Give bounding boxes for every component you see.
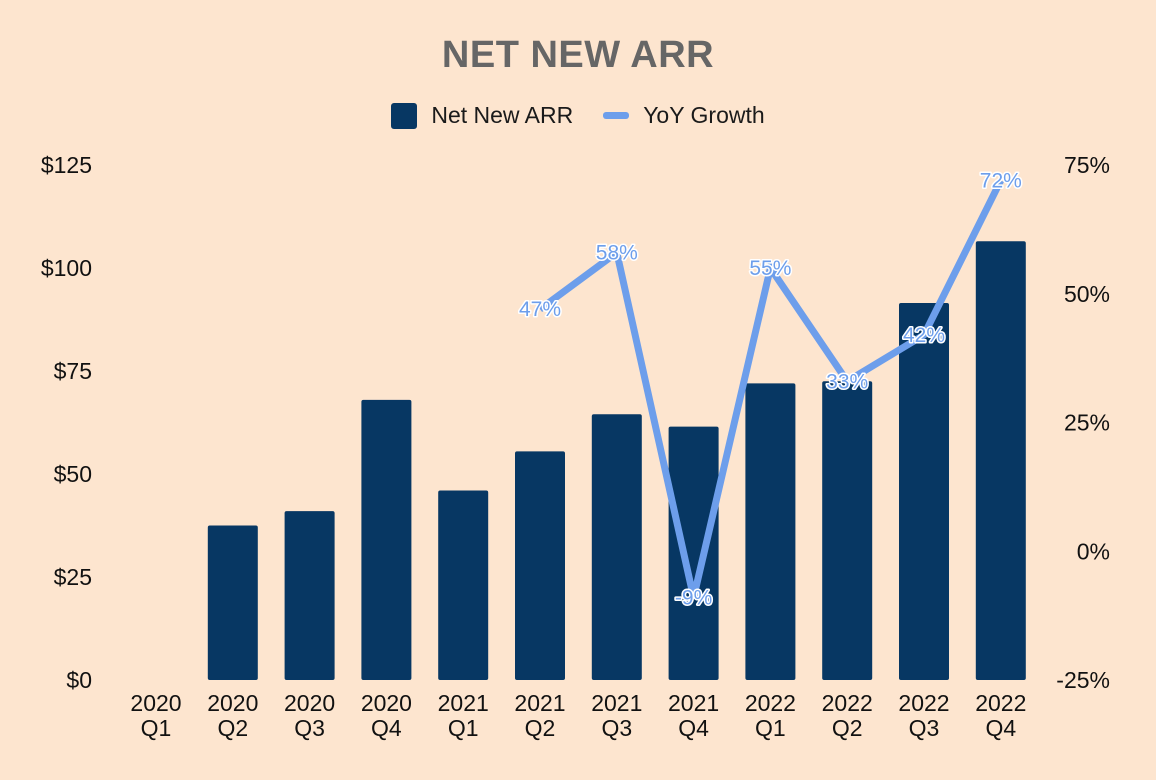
bar-2021-q3 [591, 414, 642, 680]
x-tick-label: 2020 Q2 [207, 690, 258, 741]
x-tick-label: 2021 Q1 [438, 690, 489, 741]
right-axis: -25% 0% 25% 50% 75% [1056, 152, 1110, 693]
x-tick-label: 2020 Q1 [130, 690, 181, 741]
legend-label-net-new-arr: Net New ARR [431, 102, 574, 128]
bar-2020-q2 [207, 525, 258, 680]
legend-swatch-yoy-growth [603, 112, 630, 119]
growth-label-2021-q4: -9% [675, 587, 712, 610]
left-tick-label: $50 [54, 461, 92, 487]
legend-item-yoy-growth: YoY Growth [603, 102, 765, 129]
chart-title: NET NEW ARR [441, 34, 715, 76]
x-axis: 2020 Q1 2020 Q2 2020 Q3 2020 Q4 2021 Q1 2021 Q2 2021… [130, 690, 1026, 741]
x-tick-label: 2022 Q2 [822, 690, 873, 741]
bar-2022-q4 [975, 241, 1026, 680]
legend-swatch-net-new-arr [391, 102, 418, 129]
growth-label-2022-q4: 72% [980, 169, 1022, 192]
growth-label-2022-q2: 33% [826, 370, 868, 393]
bar-2021-q4 [668, 426, 719, 680]
right-tick-label: 0% [1077, 538, 1110, 564]
bars-layer [207, 241, 1026, 680]
chart-legend: Net New ARR YoY Growth [0, 102, 1156, 129]
x-tick-label: 2021 Q3 [591, 690, 642, 741]
bar-2020-q4 [361, 399, 412, 680]
x-tick-label: 2022 Q4 [975, 690, 1026, 741]
right-tick-label: 25% [1064, 410, 1110, 436]
growth-label-2022-q1: 55% [749, 257, 791, 280]
growth-label-2022-q3: 42% [903, 324, 945, 347]
bar-2022-q1 [745, 383, 796, 680]
left-tick-label: $25 [54, 564, 92, 590]
left-axis: $0 $25 $50 $75 $100 $125 [41, 152, 92, 693]
bar-2021-q1 [438, 490, 489, 680]
growth-label-2021-q3: 58% [596, 242, 638, 265]
x-tick-label: 2022 Q1 [745, 690, 796, 741]
x-tick-label: 2022 Q3 [898, 690, 949, 741]
bar-2022-q3 [899, 303, 949, 680]
right-tick-label: 75% [1064, 152, 1110, 178]
left-tick-label: $125 [41, 152, 92, 178]
legend-item-net-new-arr: Net New ARR [391, 102, 573, 129]
x-tick-label: 2020 Q4 [361, 690, 412, 741]
bar-2020-q3 [284, 511, 335, 680]
bar-2021-q2 [515, 451, 565, 680]
legend-label-yoy-growth: YoY Growth [643, 102, 765, 128]
left-tick-label: $75 [54, 358, 92, 384]
bar-2022-q2 [822, 381, 873, 680]
right-tick-label: 50% [1064, 281, 1110, 307]
right-tick-label: -25% [1056, 667, 1110, 693]
growth-line-layer: 47% 58% -9% 55% 33% 42% 72% [517, 168, 1023, 611]
left-tick-label: $100 [41, 255, 92, 281]
x-tick-label: 2020 Q3 [284, 690, 335, 741]
growth-label-2021-q2: 47% [519, 298, 561, 321]
left-tick-label: $0 [66, 667, 92, 693]
growth-line [537, 178, 1004, 599]
x-tick-label: 2021 Q4 [668, 690, 719, 741]
x-tick-label: 2021 Q2 [514, 690, 565, 741]
